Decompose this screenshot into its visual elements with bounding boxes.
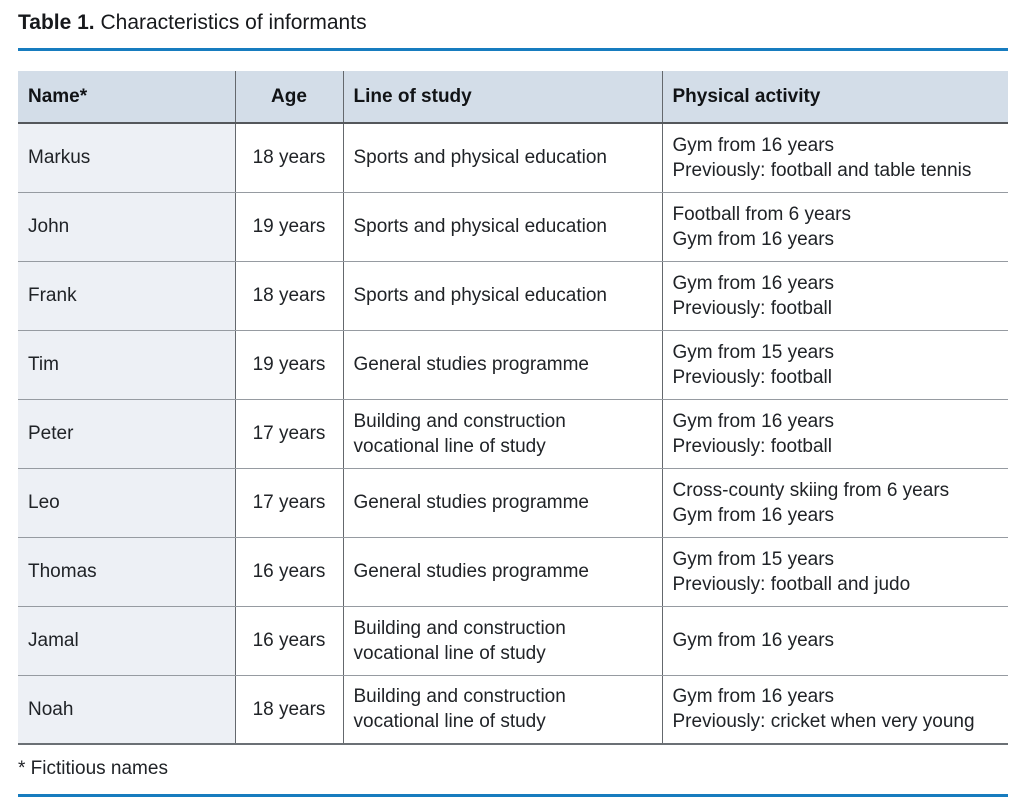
activity-line: Gym from 16 years	[672, 272, 835, 294]
table-row: Peter 17 years Building and construction…	[18, 399, 1008, 469]
study-cell: Building and construction vocational lin…	[342, 675, 662, 745]
activity-line: Gym from 16 years	[672, 686, 835, 708]
activity-line: Cross-county skiing from 6 years	[672, 479, 950, 501]
table-caption-text: Characteristics of informants	[94, 11, 367, 34]
study-cell: Sports and physical education	[342, 192, 662, 262]
name-cell: John	[18, 192, 235, 262]
table-row: Noah 18 years Building and construction …	[18, 675, 1008, 745]
name-cell: Leo	[18, 468, 235, 538]
activity-line: Football from 6 years	[672, 203, 851, 225]
activity-cell: Gym from 16 years Previously: football	[661, 399, 1008, 469]
table-caption: Table 1. Characteristics of informants	[18, 10, 1008, 36]
activity-cell: Gym from 15 years Previously: football	[661, 330, 1008, 400]
activity-line: Previously: football	[672, 297, 832, 319]
table-row: John 19 years Sports and physical educat…	[18, 192, 1008, 262]
table-row: Leo 17 years General studies programme C…	[18, 468, 1008, 538]
activity-line: Previously: football and table tennis	[672, 159, 972, 181]
name-cell: Peter	[18, 399, 235, 469]
activity-cell: Gym from 16 years Previously: cricket whe…	[661, 675, 1008, 745]
activity-line: Previously: cricket when very young	[672, 711, 975, 733]
activity-cell: Cross-county skiing from 6 years Gym from…	[661, 468, 1008, 538]
age-cell: 16 years	[234, 606, 343, 676]
age-cell: 19 years	[234, 330, 343, 400]
column-header-activity: Physical activity	[661, 71, 1008, 124]
column-header-name: Name*	[18, 71, 235, 124]
name-cell: Jamal	[18, 606, 235, 676]
table-row: Frank 18 years Sports and physical educa…	[18, 261, 1008, 331]
name-cell: Tim	[18, 330, 235, 400]
activity-line: Gym from 15 years	[672, 341, 835, 363]
age-cell: 18 years	[234, 261, 343, 331]
name-cell: Thomas	[18, 537, 235, 607]
activity-line: Gym from 16 years	[672, 504, 835, 526]
activity-line: Previously: football	[672, 366, 832, 388]
header-row: Name* Age Line of study Physical activit…	[18, 71, 1008, 124]
study-cell: Building and construction vocational lin…	[342, 399, 662, 469]
activity-cell: Football from 6 years Gym from 16 years	[661, 192, 1008, 262]
table-row: Tim 19 years General studies programme G…	[18, 330, 1008, 400]
activity-line: Gym from 16 years	[672, 228, 835, 250]
footnote: * Fictitious names	[18, 758, 168, 779]
activity-cell: Gym from 16 years Previously: football	[661, 261, 1008, 331]
name-cell: Markus	[18, 123, 235, 193]
activity-cell: Gym from 15 years Previously: football an…	[661, 537, 1008, 607]
table-row: Jamal 16 years Building and construction…	[18, 606, 1008, 676]
age-cell: 18 years	[234, 675, 343, 745]
activity-line: Gym from 16 years	[672, 630, 835, 651]
activity-line: Previously: football and judo	[672, 573, 911, 595]
top-rule	[18, 48, 1008, 51]
study-cell: Sports and physical education	[342, 123, 662, 193]
activity-line: Gym from 15 years	[672, 548, 835, 570]
activity-cell: Gym from 16 years	[661, 606, 1008, 676]
age-cell: 17 years	[234, 468, 343, 538]
activity-line: Gym from 16 years	[672, 134, 835, 156]
column-header-age: Age	[234, 71, 343, 124]
study-cell: General studies programme	[342, 330, 662, 400]
column-header-study: Line of study	[342, 71, 662, 124]
name-cell: Noah	[18, 675, 235, 745]
activity-line: Previously: football	[672, 435, 832, 457]
age-cell: 16 years	[234, 537, 343, 607]
name-cell: Frank	[18, 261, 235, 331]
age-cell: 18 years	[234, 123, 343, 193]
table-body: Markus 18 years Sports and physical educ…	[18, 123, 1008, 745]
study-cell: General studies programme	[342, 468, 662, 538]
table-header: Name* Age Line of study Physical activit…	[18, 71, 1008, 124]
age-cell: 19 years	[234, 192, 343, 262]
study-cell: General studies programme	[342, 537, 662, 607]
table-caption-label: Table 1.	[18, 11, 95, 34]
informants-table: Name* Age Line of study Physical activit…	[18, 71, 1008, 745]
activity-line: Gym from 16 years	[672, 410, 835, 432]
table-row: Thomas 16 years General studies programm…	[18, 537, 1008, 607]
age-cell: 17 years	[234, 399, 343, 469]
study-cell: Sports and physical education	[342, 261, 662, 331]
table-row: Markus 18 years Sports and physical educ…	[18, 123, 1008, 193]
study-cell: Building and construction vocational lin…	[342, 606, 662, 676]
activity-cell: Gym from 16 years Previously: football an…	[661, 123, 1008, 193]
bottom-rule	[18, 794, 1008, 797]
